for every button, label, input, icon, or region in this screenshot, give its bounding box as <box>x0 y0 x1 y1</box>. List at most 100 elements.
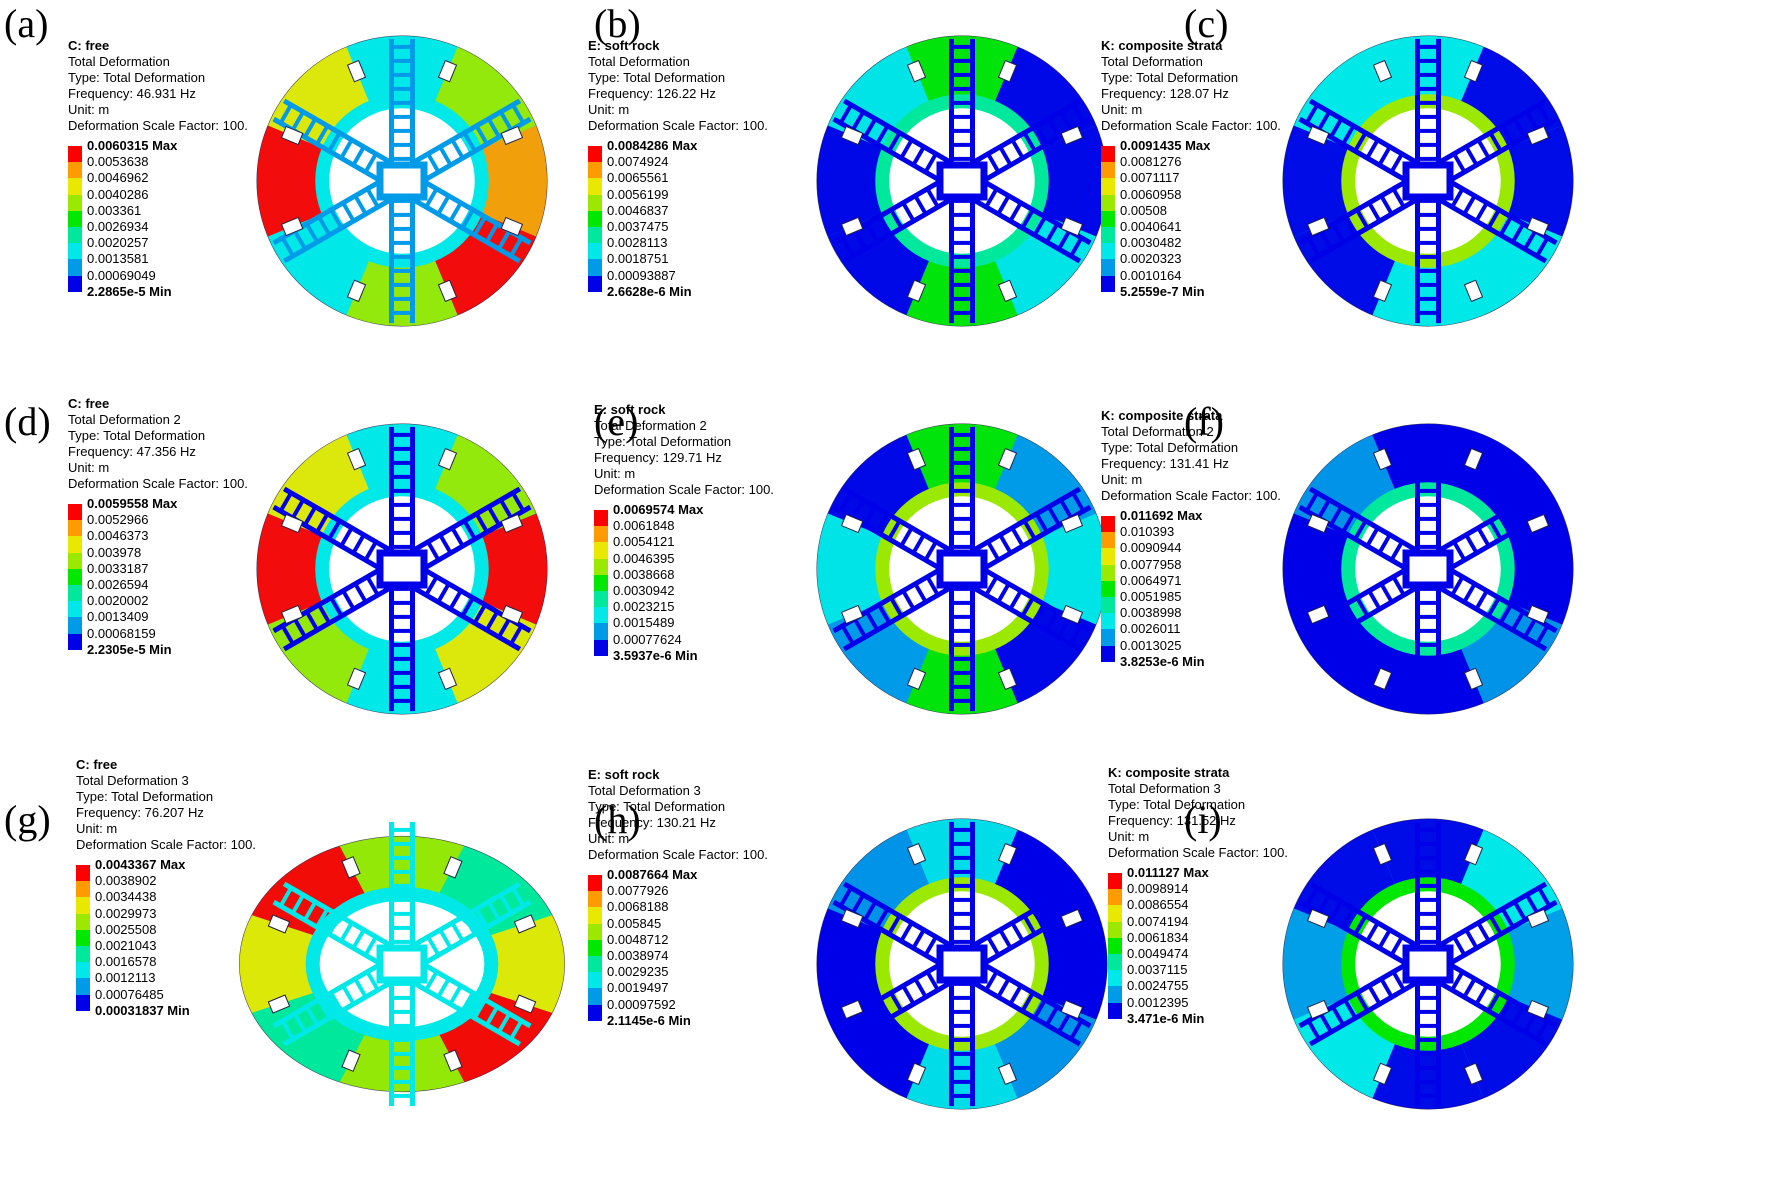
panel-label: (a) <box>4 1 49 46</box>
result-line: Frequency: 128.07 Hz <box>1101 86 1229 101</box>
deformation-sector <box>1283 908 1359 1020</box>
legend-row: 0.0046395 <box>594 551 679 575</box>
legend-swatch <box>1101 178 1115 195</box>
color-legend: 0.0060315 Max 0.0053638 0.0046962 0.0040286… <box>68 138 177 308</box>
deformation-sector <box>1031 908 1107 1020</box>
legend-value: 0.011127 Max <box>1127 865 1209 880</box>
legend-swatch <box>68 275 82 292</box>
deformation-sector <box>817 513 893 625</box>
legend-value: 0.0077926 <box>607 883 669 899</box>
legend-row: 0.0026011 <box>1101 621 1186 646</box>
legend-swatch <box>68 584 82 602</box>
rim-opening <box>1463 667 1484 691</box>
legend-swatch <box>588 972 602 989</box>
legend-row: 0.0018751 <box>588 251 673 276</box>
rim-opening <box>1306 125 1330 146</box>
result-line: Deformation Scale Factor: 100. <box>1101 488 1281 503</box>
legend-row: 0.0060958 <box>1101 187 1186 211</box>
rim-opening <box>1372 279 1393 303</box>
legend-swatch <box>76 962 90 979</box>
legend-value: 0.0069574 Max <box>613 502 704 517</box>
legend-value: 0.0038902 <box>95 873 157 889</box>
rim-opening <box>1372 667 1393 691</box>
legend-value: 0.0025508 <box>95 921 157 937</box>
result-line: Deformation Scale Factor: 100. <box>1101 118 1281 133</box>
result-line: Total Deformation <box>68 54 170 69</box>
result-line: Total Deformation <box>1101 54 1203 69</box>
color-legend: 0.0069574 Max 0.0061848 0.0054121 0.0046395… <box>594 502 703 672</box>
model-geometry <box>1282 818 1574 1110</box>
legend-value: 0.0048712 <box>607 931 669 947</box>
legend-value: 0.00031837 Min <box>95 1002 190 1018</box>
legend-swatch <box>588 955 602 973</box>
result-line: Unit: m <box>1101 472 1143 487</box>
legend-swatch <box>68 210 82 227</box>
legend-value: 0.0019497 <box>607 980 669 996</box>
legend-swatch <box>588 178 602 195</box>
legend-value: 0.0026934 <box>87 218 149 234</box>
legend-row: 0.011692 Max <box>1101 508 1202 533</box>
rim-opening <box>997 59 1018 83</box>
deformation-sector <box>1372 638 1484 714</box>
result-line: Frequency: 130.21 Hz <box>588 815 716 830</box>
color-legend: 0.0091435 Max 0.0081276 0.0071117 0.0060958… <box>1101 138 1210 308</box>
deformation-sector <box>471 125 547 237</box>
legend-row: 0.0026594 <box>68 577 153 602</box>
legend-value: 0.0052966 <box>87 512 149 528</box>
rim-opening <box>1060 999 1084 1020</box>
result-line: Type: Total Deformation <box>76 789 214 804</box>
legend-value: 0.0061834 <box>1127 929 1189 945</box>
legend-row: 0.010393 <box>1101 524 1186 549</box>
color-legend: 0.0043367 Max 0.0038902 0.0034438 0.0029973… <box>76 857 190 1027</box>
legend-row: 0.0012113 <box>76 970 171 995</box>
legend-value: 0.0060315 Max <box>87 138 178 153</box>
legend-value: 0.010393 <box>1120 524 1175 540</box>
legend-value: 0.00076485 <box>95 986 164 1002</box>
legend-swatch <box>1108 986 1122 1003</box>
rim-opening <box>1060 216 1084 237</box>
rim-opening <box>346 667 367 691</box>
legend-row: 0.0048712 <box>588 932 672 956</box>
rim-opening <box>437 59 458 83</box>
center-hub <box>936 944 988 984</box>
deformation-sector <box>1283 513 1359 625</box>
legend-row: 0.0024755 <box>1108 978 1188 1003</box>
legend-row: 0.0052966 <box>68 512 153 537</box>
center-hub <box>376 161 428 201</box>
panel-label: (e) <box>594 399 639 444</box>
legend-row: 0.011127 Max <box>1108 865 1209 890</box>
legend-value: 0.0013409 <box>87 609 149 625</box>
rim-opening <box>346 447 367 471</box>
result-line: Unit: m <box>588 102 630 117</box>
color-legend: 0.011127 Max 0.0098914 0.0086554 0.0074194 0… <box>1108 865 1209 1035</box>
legend-row: 0.0086554 <box>1108 897 1188 922</box>
legend-value: 0.0029973 <box>95 905 157 921</box>
color-legend: 0.0059558 Max 0.0052966 0.0046373 0.003978 0… <box>68 496 177 666</box>
legend-swatch <box>76 881 90 898</box>
model-geometry <box>256 35 548 327</box>
legend-value: 3.5937e-6 Min <box>613 647 698 663</box>
legend-row: 0.0038998 <box>1101 605 1186 630</box>
legend-row: 0.0037115 <box>1108 962 1188 987</box>
rim-opening <box>840 216 864 237</box>
legend-value: 0.0013025 <box>1120 637 1182 653</box>
rim-opening <box>1463 842 1484 866</box>
legend-value: 0.0046837 <box>607 202 669 218</box>
legend-row: 0.0012395 <box>1108 995 1188 1019</box>
legend-value: 0.0059558 Max <box>87 496 178 511</box>
legend-value: 5.2559e-7 Min <box>1120 283 1205 299</box>
deformation-sector <box>239 915 324 1013</box>
legend-value: 0.011692 Max <box>1120 508 1203 523</box>
legend-row: 0.0038668 <box>594 567 679 591</box>
legend-swatch <box>594 574 608 591</box>
rim-opening <box>1306 513 1330 534</box>
rim-opening <box>906 447 927 471</box>
legend-value: 0.0020323 <box>1120 251 1182 267</box>
color-legend: 0.0084286 Max 0.0074924 0.0065561 0.0056199… <box>588 138 697 308</box>
legend-value: 0.00097592 <box>607 996 676 1012</box>
panel-i: (i) K: composite strata Total Deformation … <box>1108 765 1770 1194</box>
rim-opening <box>840 604 864 625</box>
rim-opening <box>500 604 524 625</box>
legend-swatch <box>1101 259 1115 276</box>
legend-row: 0.0010164 <box>1101 268 1186 292</box>
